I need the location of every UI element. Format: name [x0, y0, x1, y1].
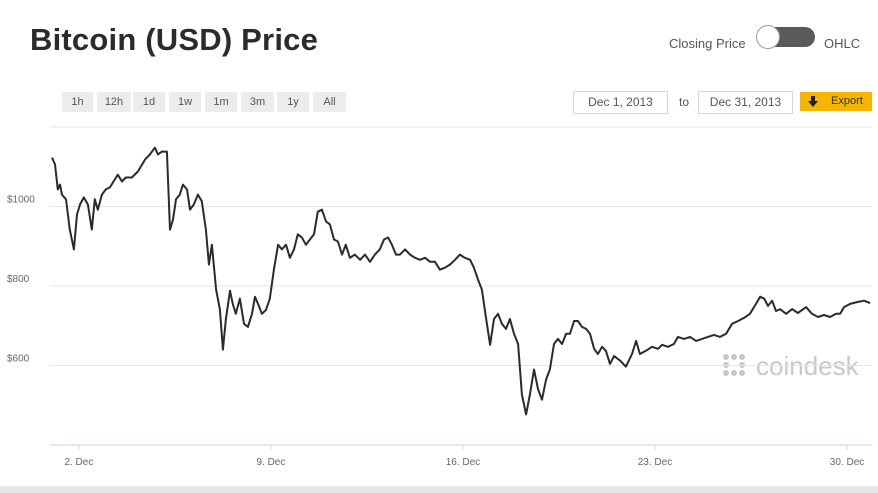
toggle-label[interactable]: OHLC [824, 36, 861, 51]
range-button[interactable]: 1h [62, 92, 93, 112]
date-to[interactable]: Dec 31, 2013 [698, 91, 793, 114]
x-tick-label: 23. Dec [638, 457, 672, 468]
range-button[interactable]: 12h [97, 92, 131, 112]
toggle-label[interactable]: Closing Price [669, 36, 746, 51]
x-tick-label: 16. Dec [446, 457, 480, 468]
range-button[interactable]: All [313, 92, 346, 112]
footer-bar [0, 486, 878, 493]
range-button[interactable]: 1w [169, 92, 201, 112]
x-tick-label: 2. Dec [64, 457, 93, 468]
export-label: Export [831, 95, 863, 107]
watermark-logo [723, 354, 745, 376]
y-tick-label: $800 [7, 274, 30, 285]
range-button[interactable]: 3m [241, 92, 274, 112]
price-line [51, 146, 871, 416]
date-separator: to [679, 95, 690, 109]
y-tick-label: $1000 [7, 195, 35, 206]
toggle-knob [756, 25, 780, 49]
x-tick-label: 30. Dec [830, 457, 864, 468]
export-button[interactable]: Export [800, 92, 872, 111]
range-button[interactable]: 1m [205, 92, 237, 112]
date-from[interactable]: Dec 1, 2013 [573, 91, 668, 114]
x-tick-label: 9. Dec [256, 457, 285, 468]
toggle[interactable] [756, 25, 815, 49]
range-button[interactable]: 1y [277, 92, 309, 112]
title: Bitcoin (USD) Price [30, 22, 319, 57]
export-icon [808, 96, 818, 107]
range-button[interactable]: 1d [133, 92, 165, 112]
y-tick-label: $600 [7, 354, 30, 365]
